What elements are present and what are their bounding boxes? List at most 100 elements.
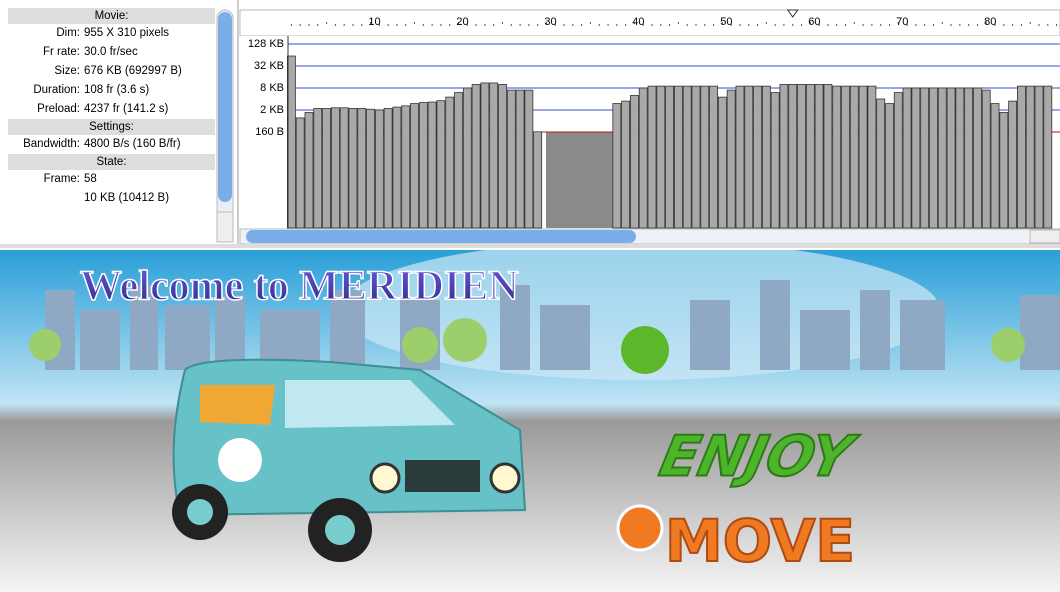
bar [692,86,700,228]
bar [314,108,322,228]
bar [296,118,304,228]
x-tick-label: 70 [896,16,908,28]
bar [1000,112,1008,228]
bar [463,88,471,228]
h-scroll-thumb[interactable] [246,230,636,243]
bar [754,86,762,228]
bar [639,88,647,228]
badge [618,506,662,550]
bar [437,101,445,228]
bar [824,84,832,228]
bar [1009,101,1017,228]
bar [965,88,973,228]
bar [666,86,674,228]
bar [613,104,621,228]
banner-word: ENJOY [654,424,863,489]
stream-block [546,132,618,228]
bar [929,88,937,228]
bar [956,88,964,228]
bar [674,86,682,228]
bar [1044,86,1052,228]
bar [384,108,392,228]
bar [736,86,744,228]
y-tick-label: 8 KB [260,82,284,94]
y-tick-label: 2 KB [260,104,284,116]
y-tick-label: 160 B [255,126,284,138]
bar [428,102,436,228]
bar [498,84,506,228]
bar [991,104,999,228]
bar [842,86,850,228]
bar [534,132,542,228]
bar [490,83,498,228]
bar [710,86,718,228]
bar [340,108,348,228]
bar [481,83,489,228]
bar [745,86,753,228]
scroll-arrows[interactable] [217,212,233,242]
bar [798,84,806,228]
bar [947,88,955,228]
bar [375,110,383,228]
bar [1017,86,1025,228]
bar [806,84,814,228]
bar [1026,86,1034,228]
bar [771,93,779,228]
banner-word: MOVE [665,507,855,575]
bar [455,93,463,228]
y-tick-label: 32 KB [254,60,284,72]
bar [402,106,410,228]
bar [718,97,726,228]
bar [472,84,480,228]
bar [358,108,366,228]
ruler [240,10,1060,36]
x-tick-label: 50 [720,16,732,28]
x-tick-label: 80 [984,16,996,28]
bar [446,97,454,228]
bar [411,104,419,228]
x-tick-label: 40 [632,16,644,28]
bar [850,86,858,228]
bar [762,86,770,228]
bar [331,108,339,228]
bar [419,103,427,228]
bar [701,86,709,228]
bar [982,90,990,228]
bar [630,95,638,228]
bar [323,108,331,228]
bar [393,107,401,228]
bar [833,86,841,228]
movie-stage: Welcome to MERIDIEN ENJOY MOVE [0,250,1060,592]
x-tick-label: 10 [368,16,380,28]
bar [921,88,929,228]
bar [780,84,788,228]
bar [516,90,524,228]
bar [657,86,665,228]
bar [912,88,920,228]
bar [868,86,876,228]
bar [903,88,911,228]
bar [525,90,533,228]
y-tick-label: 128 KB [248,38,284,50]
bar [683,86,691,228]
v-scroll-thumb[interactable] [218,12,232,202]
bar [938,88,946,228]
bar [287,56,295,228]
bar [507,90,515,228]
bar [648,86,656,228]
bar [622,101,630,228]
bar [1035,86,1043,228]
x-tick-label: 60 [808,16,820,28]
bar [815,84,823,228]
page: Movie:Dim:955 X 310 pixelsFr rate:30.0 f… [0,0,1060,592]
bar [727,90,735,228]
bar [885,104,893,228]
scroll-arrows[interactable] [1030,230,1060,243]
bar [859,86,867,228]
badge [621,326,669,374]
splitter[interactable] [0,244,1060,248]
x-tick-label: 30 [544,16,556,28]
bar [305,112,313,228]
bar [877,99,885,228]
